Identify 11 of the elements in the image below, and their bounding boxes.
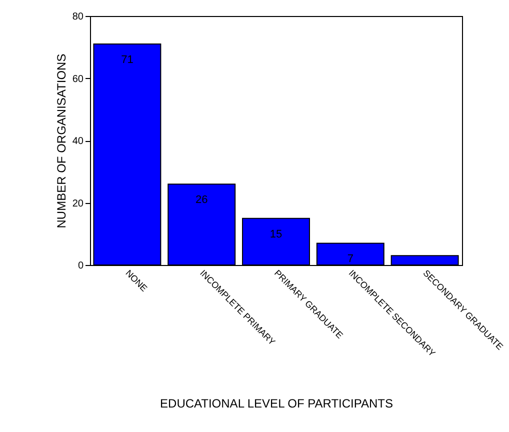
data-label: 7 bbox=[347, 253, 354, 266]
x-axis-title: EDUCATIONAL LEVEL OF PARTICIPANTS bbox=[160, 396, 393, 410]
y-tick-label: 40 bbox=[72, 136, 84, 147]
y-tick-label: 0 bbox=[78, 260, 84, 272]
y-tick-label: 80 bbox=[72, 12, 84, 22]
data-label: 71 bbox=[121, 54, 134, 66]
data-label: 26 bbox=[195, 194, 208, 206]
y-axis-title: NUMBER OF ORGANISATIONS bbox=[54, 54, 68, 228]
y-tick-label: 20 bbox=[72, 198, 84, 210]
y-tick-label: 60 bbox=[72, 74, 84, 85]
data-label: 15 bbox=[270, 228, 282, 240]
